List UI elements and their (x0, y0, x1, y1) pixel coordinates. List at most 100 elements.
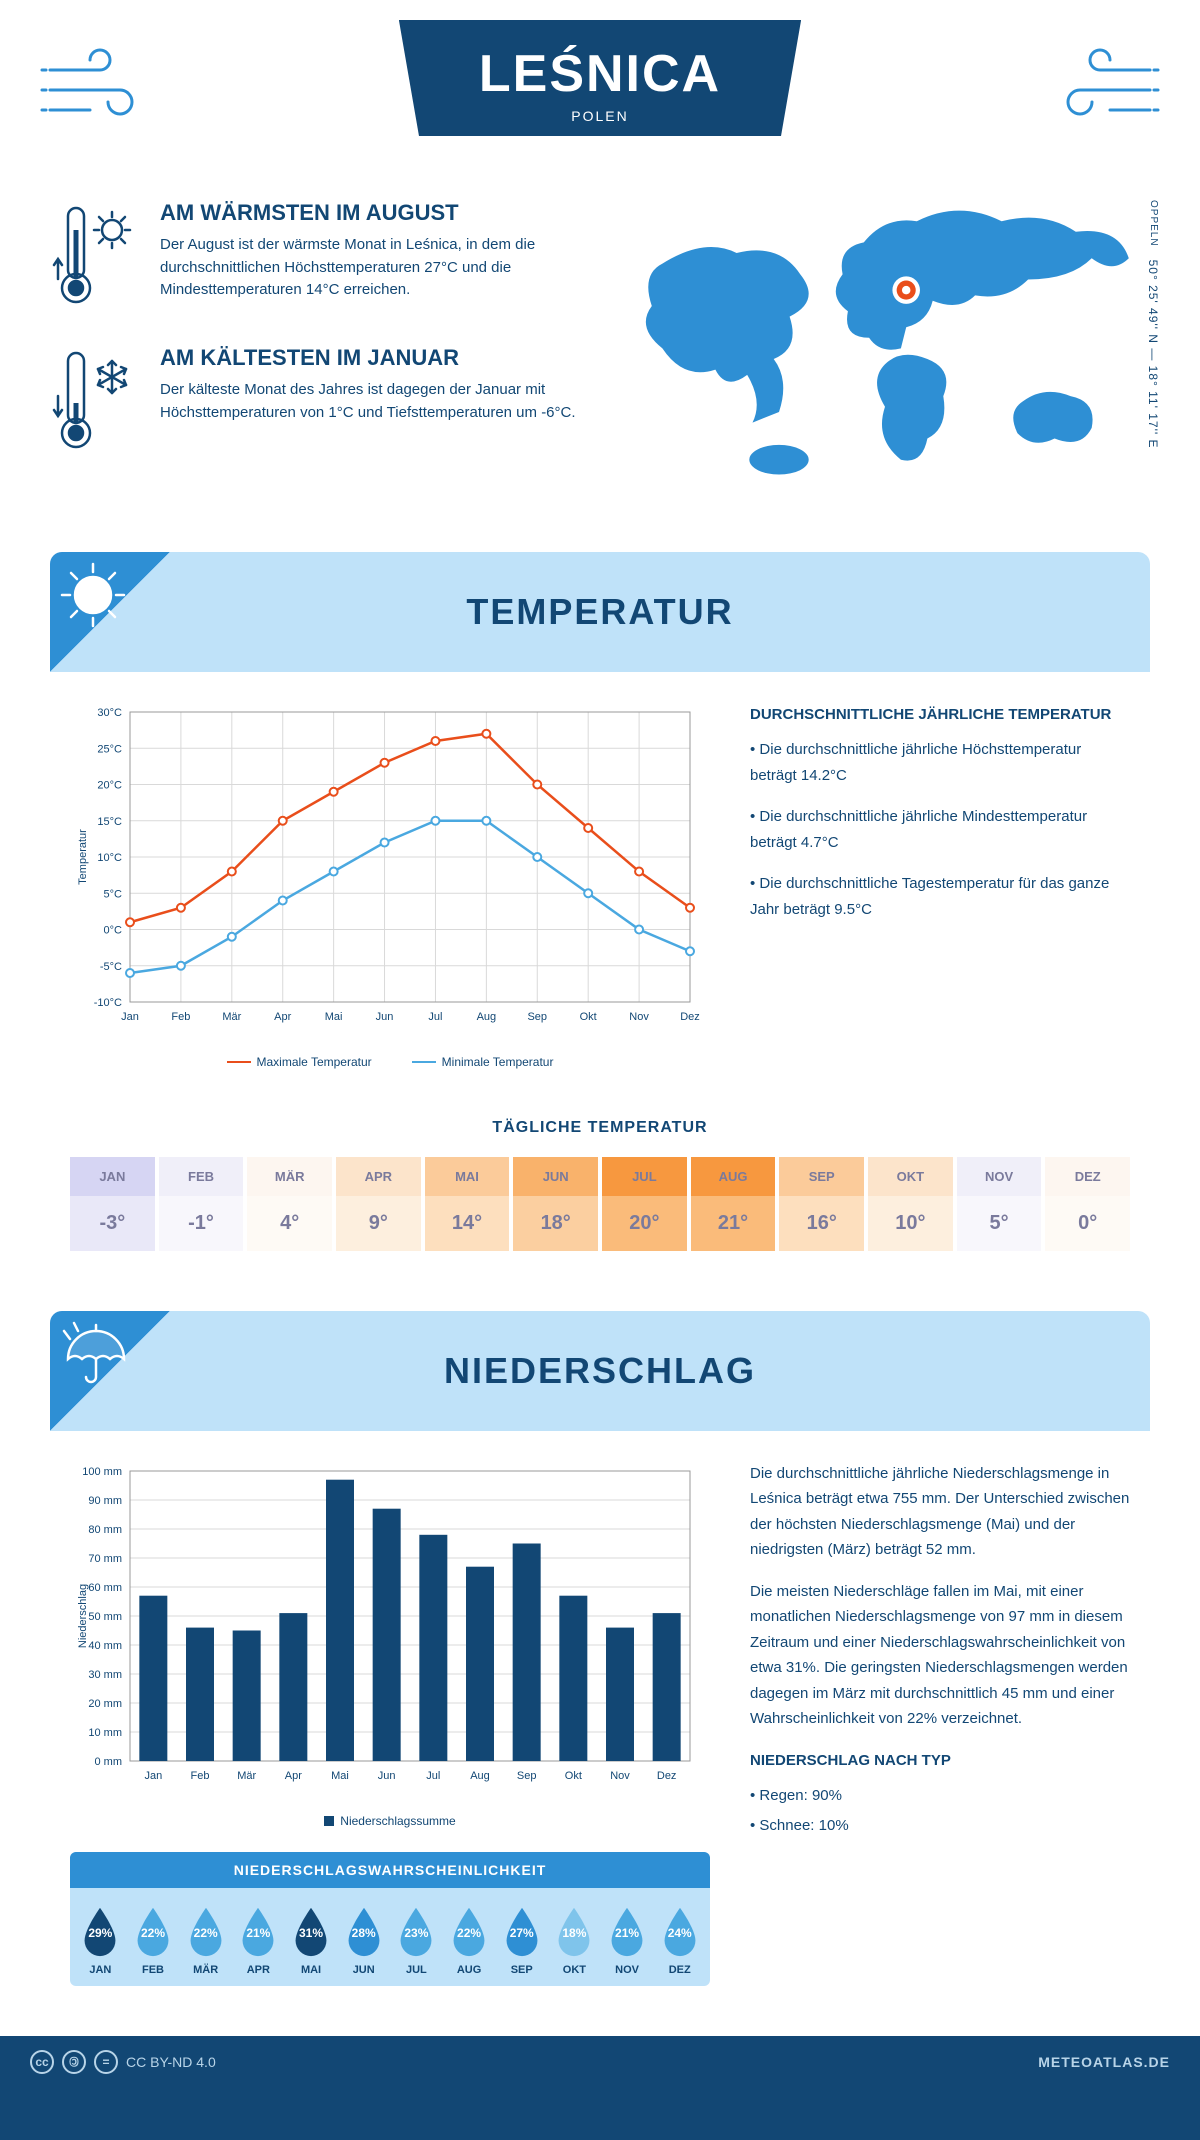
svg-text:Dez: Dez (657, 1770, 677, 1782)
temp-legend: Maximale Temperatur Minimale Temperatur (70, 1055, 710, 1069)
hot-title: AM WÄRMSTEN IM AUGUST (160, 200, 580, 226)
svg-text:70 mm: 70 mm (88, 1553, 122, 1565)
svg-text:Nov: Nov (610, 1770, 630, 1782)
prob-item: 27%SEP (495, 1904, 548, 1976)
svg-text:Okt: Okt (565, 1770, 582, 1782)
temp-cell: SEP16° (779, 1157, 864, 1251)
raindrop-icon: 29% (78, 1904, 122, 1958)
svg-text:0 mm: 0 mm (95, 1756, 123, 1768)
temp-cell: NOV5° (957, 1157, 1042, 1251)
wind-icon (40, 40, 160, 145)
temp-cell: JUL20° (602, 1157, 687, 1251)
temp-chart: -10°C-5°C0°C5°C10°C15°C20°C25°C30°CJanFe… (70, 702, 710, 1069)
svg-text:10°C: 10°C (97, 852, 122, 864)
svg-text:Jul: Jul (426, 1770, 440, 1782)
svg-text:Jan: Jan (121, 1011, 139, 1023)
svg-text:Okt: Okt (580, 1011, 597, 1023)
temp-body: -10°C-5°C0°C5°C10°C15°C20°C25°C30°CJanFe… (20, 672, 1180, 1099)
temp-info-b2: • Die durchschnittliche jährliche Mindes… (750, 804, 1130, 855)
svg-text:90 mm: 90 mm (88, 1495, 122, 1507)
prob-item: 21%APR (232, 1904, 285, 1976)
precip-type-heading: NIEDERSCHLAG NACH TYP (750, 1748, 1130, 1774)
svg-text:Jun: Jun (378, 1770, 396, 1782)
svg-text:Dez: Dez (680, 1011, 700, 1023)
raindrop-icon: 21% (605, 1904, 649, 1958)
precip-chart: 0 mm10 mm20 mm30 mm40 mm50 mm60 mm70 mm8… (70, 1461, 710, 1801)
prob-item: 18%OKT (548, 1904, 601, 1976)
svg-text:Temperatur: Temperatur (77, 829, 89, 885)
svg-text:40 mm: 40 mm (88, 1640, 122, 1652)
prob-row: 29%JAN22%FEB22%MÄR21%APR31%MAI28%JUN23%J… (70, 1888, 710, 1986)
by-icon: 🄯 (62, 2050, 86, 2074)
raindrop-icon: 28% (342, 1904, 386, 1958)
raindrop-icon: 21% (236, 1904, 280, 1958)
temp-cell: JAN-3° (70, 1157, 155, 1251)
header: LEŚNICA POLEN (20, 20, 1180, 200)
svg-text:0°C: 0°C (104, 924, 123, 936)
wind-icon (1040, 40, 1160, 145)
svg-text:Mai: Mai (325, 1011, 343, 1023)
world-map-block: OPPELN 50° 25' 49'' N — 18° 11' 17'' E (620, 200, 1150, 502)
precip-snow: • Schnee: 10% (750, 1813, 1130, 1839)
svg-text:20°C: 20°C (97, 779, 122, 791)
raindrop-icon: 22% (184, 1904, 228, 1958)
temp-cell: AUG21° (691, 1157, 776, 1251)
coordinates: OPPELN 50° 25' 49'' N — 18° 11' 17'' E (1146, 200, 1160, 449)
svg-text:Jan: Jan (144, 1770, 162, 1782)
prob-item: 29%JAN (74, 1904, 127, 1976)
temp-cell: DEZ0° (1045, 1157, 1130, 1251)
temp-title: TEMPERATUR (50, 591, 1150, 633)
precip-info: Die durchschnittliche jährliche Niedersc… (750, 1461, 1130, 1986)
raindrop-icon: 24% (658, 1904, 702, 1958)
svg-text:5°C: 5°C (104, 888, 123, 900)
intro-section: AM WÄRMSTEN IM AUGUST Der August ist der… (20, 200, 1180, 532)
temp-cell: OKT10° (868, 1157, 953, 1251)
prob-item: 21%NOV (601, 1904, 654, 1976)
prob-item: 31%MAI (285, 1904, 338, 1976)
hot-fact: AM WÄRMSTEN IM AUGUST Der August ist der… (50, 200, 580, 315)
precip-title: NIEDERSCHLAG (50, 1350, 1150, 1392)
license-text: CC BY-ND 4.0 (126, 2054, 216, 2070)
svg-text:Feb: Feb (191, 1770, 210, 1782)
temp-section-header: TEMPERATUR (50, 552, 1150, 672)
cc-icon: cc (30, 2050, 54, 2074)
license-block: cc 🄯 = CC BY-ND 4.0 (30, 2050, 216, 2074)
temp-cell: MAI14° (425, 1157, 510, 1251)
svg-text:Mär: Mär (222, 1011, 241, 1023)
raindrop-icon: 23% (394, 1904, 438, 1958)
cold-title: AM KÄLTESTEN IM JANUAR (160, 345, 580, 371)
raindrop-icon: 22% (447, 1904, 491, 1958)
prob-item: 22%FEB (127, 1904, 180, 1976)
temp-info-b1: • Die durchschnittliche jährliche Höchst… (750, 737, 1130, 788)
svg-text:Mär: Mär (237, 1770, 256, 1782)
prob-item: 28%JUN (337, 1904, 390, 1976)
svg-text:Sep: Sep (517, 1770, 537, 1782)
temp-cell: APR9° (336, 1157, 421, 1251)
prob-item: 22%MÄR (179, 1904, 232, 1976)
svg-text:Aug: Aug (470, 1770, 490, 1782)
prob-title: NIEDERSCHLAGSWAHRSCHEINLICHKEIT (70, 1852, 710, 1888)
temp-cell: FEB-1° (159, 1157, 244, 1251)
temp-info: DURCHSCHNITTLICHE JÄHRLICHE TEMPERATUR •… (750, 702, 1130, 1069)
lon: 18° 11' 17'' E (1146, 366, 1160, 449)
precip-p1: Die durchschnittliche jährliche Niedersc… (750, 1461, 1130, 1563)
svg-text:15°C: 15°C (97, 816, 122, 828)
temp-info-heading: DURCHSCHNITTLICHE JÄHRLICHE TEMPERATUR (750, 702, 1130, 728)
hot-body: Der August ist der wärmste Monat in Leśn… (160, 234, 580, 302)
temp-info-b3: • Die durchschnittliche Tagestemperatur … (750, 871, 1130, 922)
temp-cell: MÄR4° (247, 1157, 332, 1251)
prob-item: 24%DEZ (653, 1904, 706, 1976)
svg-text:50 mm: 50 mm (88, 1611, 122, 1623)
prob-item: 23%JUL (390, 1904, 443, 1976)
precip-legend: Niederschlagssumme (70, 1814, 710, 1828)
brand: METEOATLAS.DE (1038, 2054, 1170, 2070)
daily-temp-table: JAN-3°FEB-1°MÄR4°APR9°MAI14°JUN18°JUL20°… (20, 1157, 1180, 1291)
world-map-icon (620, 200, 1150, 497)
svg-text:Jul: Jul (428, 1011, 442, 1023)
city-name: LEŚNICA (479, 44, 721, 104)
svg-text:Apr: Apr (274, 1011, 291, 1023)
raindrop-icon: 22% (131, 1904, 175, 1958)
title-banner: LEŚNICA POLEN (399, 20, 801, 136)
svg-text:20 mm: 20 mm (88, 1698, 122, 1710)
svg-text:Niederschlag: Niederschlag (77, 1584, 89, 1648)
